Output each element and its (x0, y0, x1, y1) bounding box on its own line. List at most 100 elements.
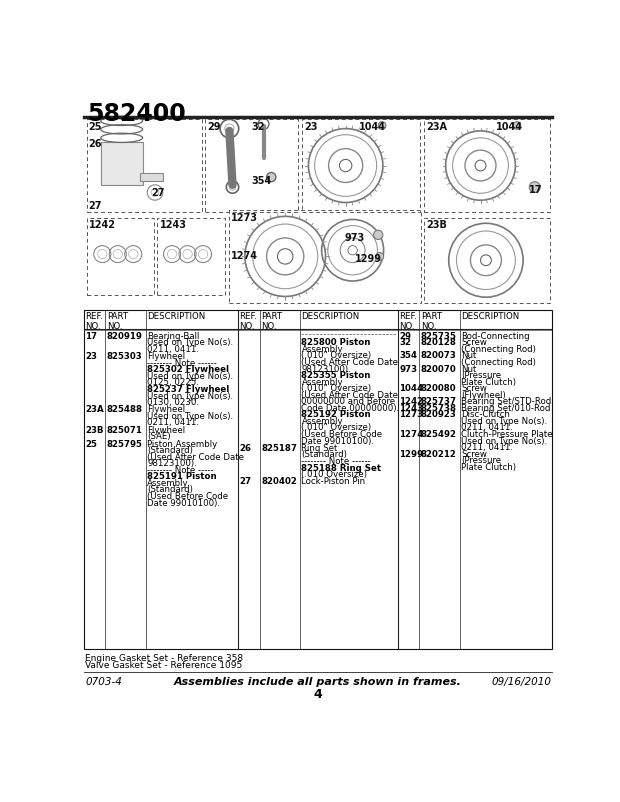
Text: 825303: 825303 (107, 352, 143, 361)
Bar (140, 173, 162, 181)
Text: 25: 25 (86, 439, 97, 448)
Text: 1299: 1299 (355, 254, 382, 264)
Text: Flywheel: Flywheel (148, 405, 185, 415)
Text: Used on Type No(s).: Used on Type No(s). (461, 417, 547, 426)
Ellipse shape (376, 253, 384, 261)
Bar (100, 143, 143, 184)
Bar (87, 218, 154, 295)
Text: Used on Type No(s).: Used on Type No(s). (148, 338, 233, 347)
Text: 32: 32 (252, 122, 265, 132)
Text: Lock-Piston Pin: Lock-Piston Pin (301, 477, 366, 486)
Text: 0211, 0411.: 0211, 0411. (148, 345, 199, 354)
Text: (.010" Oversize): (.010" Oversize) (301, 423, 371, 432)
Text: 98123100).: 98123100). (148, 460, 197, 468)
Text: (.010" Oversize): (.010" Oversize) (301, 384, 371, 393)
Text: 825237 Flywheel: 825237 Flywheel (148, 385, 229, 394)
Text: Assembly: Assembly (301, 378, 343, 387)
Bar (424, 119, 551, 212)
Text: 0130, 0230.: 0130, 0230. (148, 398, 199, 407)
Ellipse shape (513, 122, 521, 129)
Text: PART
NO.: PART NO. (261, 312, 282, 331)
Bar (424, 218, 551, 302)
Text: Rod-Connecting: Rod-Connecting (461, 332, 529, 341)
Text: DESCRIPTION: DESCRIPTION (301, 312, 360, 321)
Text: Screw: Screw (461, 450, 487, 459)
Text: 1242: 1242 (89, 221, 116, 230)
Bar (157, 218, 224, 295)
Text: 825738: 825738 (421, 404, 457, 413)
Text: -------- Note -----: -------- Note ----- (148, 466, 214, 475)
Text: 1243: 1243 (160, 221, 187, 230)
Text: Piston Assembly: Piston Assembly (148, 439, 218, 448)
Text: 820128: 820128 (421, 338, 457, 347)
Text: (Flywheel): (Flywheel) (461, 391, 506, 399)
Text: (Connecting Rod): (Connecting Rod) (461, 358, 536, 367)
Text: 23: 23 (86, 352, 97, 361)
Text: 820212: 820212 (421, 450, 457, 459)
Bar (87, 119, 202, 212)
Text: Bearing Set/STD-Rod: Bearing Set/STD-Rod (461, 397, 551, 407)
Ellipse shape (529, 182, 540, 192)
Text: Plate Clutch): Plate Clutch) (461, 378, 516, 387)
Text: 973: 973 (399, 365, 417, 374)
Text: 825191 Piston: 825191 Piston (148, 472, 217, 481)
Text: 26: 26 (88, 139, 102, 148)
Text: 825735: 825735 (421, 332, 457, 341)
Text: 820070: 820070 (421, 365, 456, 374)
Text: (Standard): (Standard) (148, 485, 193, 495)
Text: 1274: 1274 (231, 251, 258, 261)
Text: Used on Type No(s).: Used on Type No(s). (148, 391, 233, 400)
Text: (.010 Oversize): (.010 Oversize) (301, 470, 368, 479)
Text: Nut: Nut (461, 351, 477, 360)
Text: 27: 27 (88, 201, 102, 211)
Bar (229, 210, 421, 302)
Text: 1273: 1273 (231, 213, 258, 222)
Text: (.010" Oversize): (.010" Oversize) (301, 351, 371, 360)
Text: 1044: 1044 (496, 122, 523, 132)
Text: 00000000 and Before: 00000000 and Before (301, 397, 396, 407)
Text: 23A: 23A (86, 405, 104, 415)
Text: 820080: 820080 (421, 384, 456, 393)
Text: Clutch-Pressure Plate: Clutch-Pressure Plate (461, 430, 553, 439)
Text: Date 99010100).: Date 99010100). (301, 436, 374, 446)
Text: REF.
NO.: REF. NO. (399, 312, 417, 331)
Ellipse shape (373, 230, 383, 240)
Bar (205, 119, 298, 212)
Text: 23B: 23B (427, 221, 447, 230)
Text: (Used After Code Date: (Used After Code Date (148, 453, 244, 462)
Text: 4: 4 (313, 687, 322, 701)
Text: 29: 29 (208, 122, 221, 132)
Text: 1274: 1274 (399, 430, 423, 439)
Text: Used on Type No(s).: Used on Type No(s). (148, 412, 233, 421)
Text: REF.
NO.: REF. NO. (239, 312, 257, 331)
Text: PART
NO.: PART NO. (421, 312, 442, 331)
Text: (Used Before Code: (Used Before Code (148, 492, 228, 501)
Text: 354: 354 (252, 176, 272, 185)
Text: DESCRIPTION: DESCRIPTION (148, 312, 205, 321)
Text: 825492: 825492 (421, 430, 457, 439)
Text: 1243: 1243 (399, 404, 423, 413)
Text: 17: 17 (86, 332, 97, 341)
Text: 825192 Piston: 825192 Piston (301, 411, 371, 419)
Text: Flywheel: Flywheel (148, 352, 185, 361)
Text: 29: 29 (399, 332, 411, 341)
Text: 0125, 0225.: 0125, 0225. (148, 379, 199, 387)
Text: Valve Gasket Set - Reference 1095: Valve Gasket Set - Reference 1095 (86, 661, 242, 670)
Text: PART
NO.: PART NO. (107, 312, 128, 331)
Text: 09/16/2010: 09/16/2010 (492, 677, 552, 687)
Text: 973: 973 (345, 233, 365, 243)
Text: 820923: 820923 (421, 411, 457, 419)
Text: 23B: 23B (86, 426, 104, 435)
Text: Disc-Clutch: Disc-Clutch (461, 411, 510, 419)
Text: 825187: 825187 (261, 444, 297, 453)
Text: 0211, 0411.: 0211, 0411. (461, 444, 513, 452)
Text: 32: 32 (399, 338, 411, 347)
Text: (SAE): (SAE) (148, 432, 171, 441)
Text: Screw: Screw (461, 338, 487, 347)
Text: 17: 17 (529, 184, 543, 195)
Text: 354: 354 (399, 351, 417, 360)
Text: 825795: 825795 (107, 439, 143, 448)
Text: 825737: 825737 (421, 397, 457, 407)
Text: Date 99010100).: Date 99010100). (148, 499, 220, 508)
Text: 1242: 1242 (399, 397, 423, 407)
